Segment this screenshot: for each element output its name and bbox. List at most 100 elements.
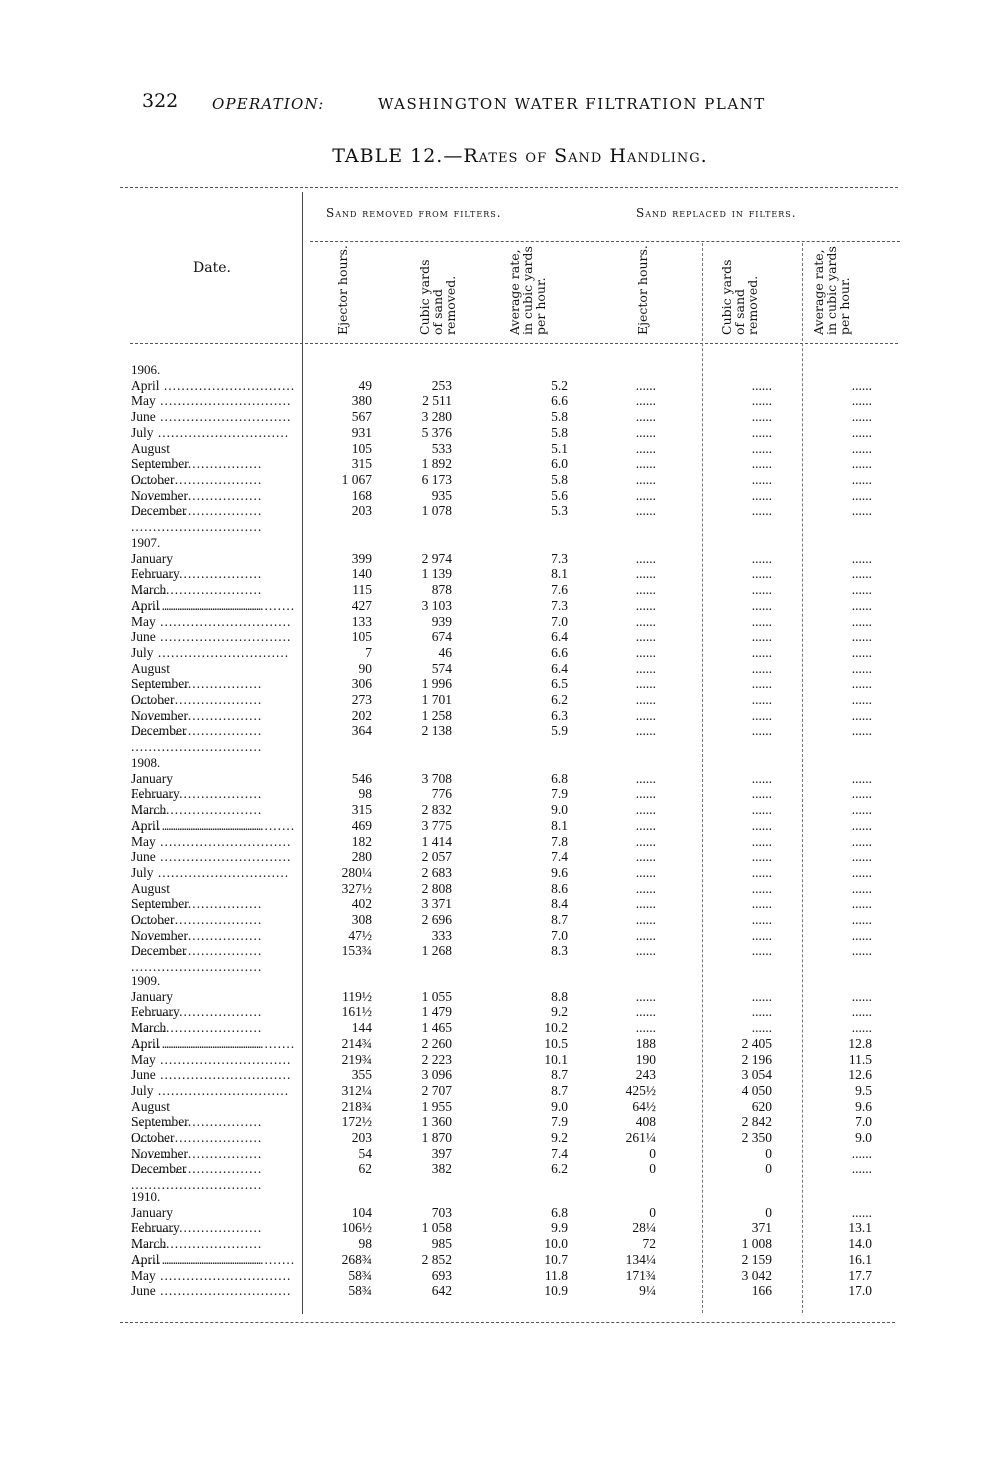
month-label: December <box>131 503 301 534</box>
table-cell: 2 683 <box>421 864 452 880</box>
table-cell: 7.8 <box>551 833 568 849</box>
table-cell: ...... <box>851 707 872 723</box>
table-cell: 1 465 <box>421 1020 452 1036</box>
table-cell: 5.8 <box>551 409 568 425</box>
table-cell: ...... <box>851 377 872 393</box>
table-cell: 161½ <box>341 1004 372 1020</box>
table-cell: 3 371 <box>421 896 452 912</box>
month-text: January <box>131 550 173 566</box>
table-cell: ...... <box>751 786 772 802</box>
table-cell: ...... <box>851 487 872 503</box>
table-cell: 9.0 <box>855 1130 872 1145</box>
table-cell: 674 <box>431 629 452 645</box>
year-label: 1907. <box>131 535 161 550</box>
table-cell: ...... <box>851 927 872 943</box>
table-cell: 0 <box>765 1204 772 1220</box>
table-cell: 1 058 <box>421 1220 452 1236</box>
table-cell: ...... <box>851 566 872 582</box>
table-cell: ...... <box>635 896 656 912</box>
table-cell: 218¾ <box>341 1098 372 1114</box>
table-cell: ...... <box>635 1004 656 1020</box>
date-column-divider <box>302 192 303 1314</box>
table-cell: 1 870 <box>421 1130 452 1145</box>
table-cell: ...... <box>851 833 872 849</box>
month-text: April <box>131 817 160 833</box>
table-cell: ...... <box>851 393 872 409</box>
table-cell: ...... <box>751 723 772 739</box>
table-cell: 12.8 <box>848 1035 872 1051</box>
month-label: May <box>131 1052 301 1068</box>
table-cell: 6.2 <box>551 692 568 707</box>
table-cell: ...... <box>635 927 656 943</box>
column-header: Cubic yards of sand removed. <box>417 259 458 336</box>
table-cell: 1 479 <box>421 1004 452 1020</box>
table-cell: 2 696 <box>421 912 452 927</box>
table-cell: 90 <box>358 660 373 676</box>
table-cell: ...... <box>751 582 772 598</box>
table-cell: 98 <box>358 786 373 802</box>
month-label: July <box>131 425 301 441</box>
month-text: April <box>131 377 160 393</box>
table-cell: 2 405 <box>741 1035 772 1051</box>
table-cell: ...... <box>851 864 872 880</box>
month-label: September <box>131 456 301 487</box>
table-cell: ...... <box>635 988 656 1004</box>
table-cell: ...... <box>851 550 872 566</box>
column-header: Ejector hours. <box>335 245 350 335</box>
table-cell: 7 <box>365 644 372 660</box>
table-cell: 17.7 <box>848 1267 872 1283</box>
month-text: March <box>131 802 167 818</box>
table-cell: 6.2 <box>551 1161 568 1177</box>
table-cell: ...... <box>751 707 772 723</box>
table-cell: 315 <box>351 456 372 472</box>
month-label: June <box>131 629 301 645</box>
table-cell: 427 <box>351 597 372 613</box>
table-cell: 693 <box>431 1267 452 1283</box>
table-cell: 106½ <box>341 1220 372 1236</box>
table-cell: 10.0 <box>544 1236 568 1252</box>
month-text: October <box>131 912 175 927</box>
table-cell: 98 <box>358 1236 373 1252</box>
table-cell: 134¼ <box>625 1251 656 1267</box>
table-cell: 9¼ <box>639 1283 656 1299</box>
table-cell: 5 376 <box>421 424 452 440</box>
month-text: March <box>131 1020 167 1036</box>
table-cell: 2 350 <box>741 1130 772 1145</box>
table-cell: ...... <box>635 770 656 786</box>
table-cell: 7.0 <box>855 1114 872 1130</box>
table-cell: 253 <box>431 377 452 393</box>
table-cell: ...... <box>851 409 872 425</box>
table-cell: 9.0 <box>551 802 568 818</box>
table-cell: 5.2 <box>551 377 568 393</box>
table-cell: ...... <box>851 597 872 613</box>
table-cell: 219¾ <box>341 1051 372 1067</box>
table-cell: 1 268 <box>421 943 452 959</box>
table-cell: ...... <box>851 723 872 739</box>
table-cell: 2 223 <box>421 1051 452 1067</box>
group-rule <box>310 241 900 242</box>
table-cell: 9.6 <box>855 1098 872 1114</box>
table-cell: ...... <box>751 660 772 676</box>
table-cell: 8.4 <box>551 896 568 912</box>
column-header: Average rate, in cubic yards per hour. <box>507 246 548 335</box>
table-cell: ...... <box>751 943 772 959</box>
table-cell: 8.1 <box>551 566 568 582</box>
table-cell: 144 <box>351 1020 372 1036</box>
group-header-replaced: Sand replaced in filters. <box>636 206 797 220</box>
table-cell: 6.5 <box>551 676 568 692</box>
table-cell: ...... <box>751 849 772 865</box>
month-label: January <box>131 1205 301 1236</box>
table-cell: ...... <box>635 629 656 645</box>
table-cell: 382 <box>431 1161 452 1177</box>
table-cell: 280 <box>351 849 372 865</box>
table-cell: 54 <box>358 1145 373 1161</box>
table-cell: ...... <box>635 817 656 833</box>
month-text: May <box>131 833 156 849</box>
table-cell: ...... <box>851 660 872 676</box>
month-text: July <box>131 1082 154 1098</box>
table-cell: 2 511 <box>422 393 452 409</box>
table-cell: 3 054 <box>741 1067 772 1083</box>
month-label: July <box>131 1083 301 1099</box>
table-cell: 10.9 <box>544 1283 568 1299</box>
month-text: January <box>131 770 173 786</box>
